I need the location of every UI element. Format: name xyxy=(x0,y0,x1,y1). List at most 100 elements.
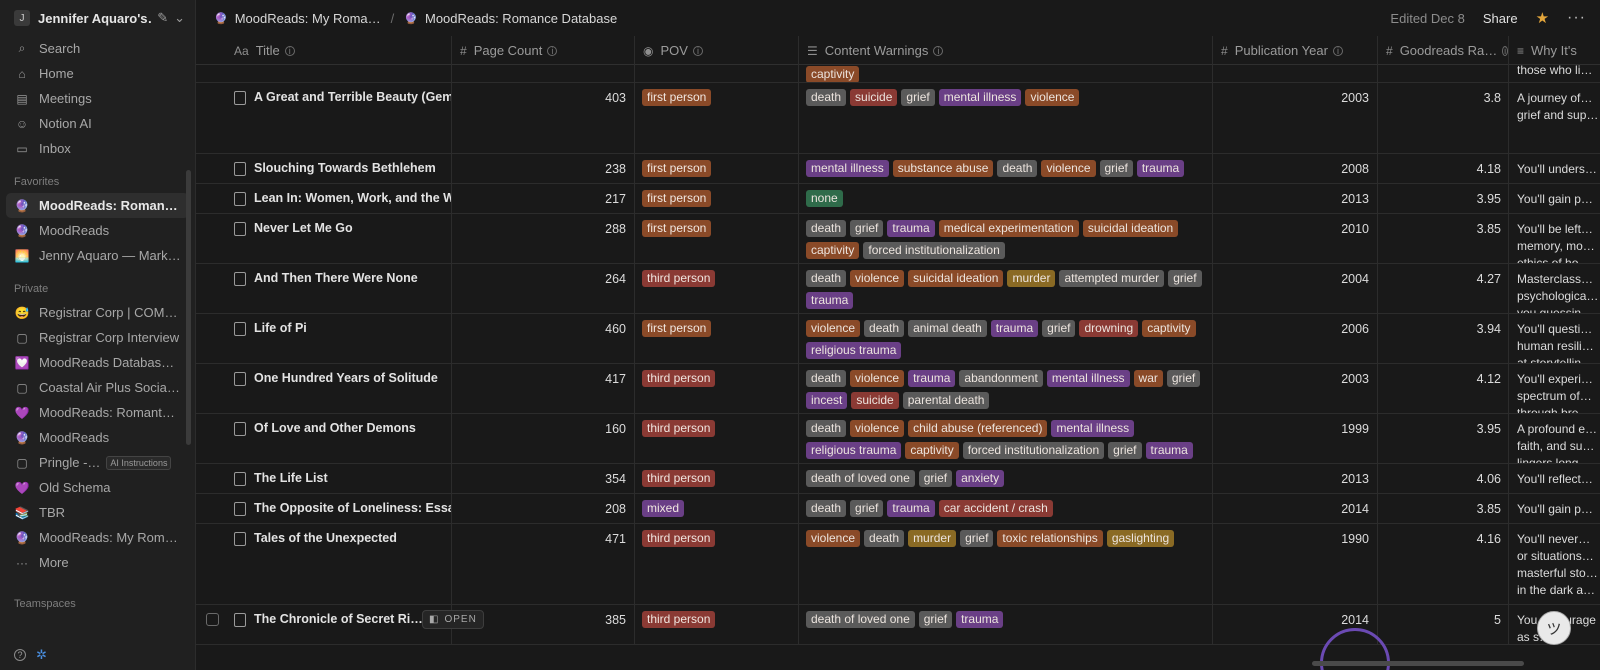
page-count-cell[interactable]: 264 xyxy=(452,264,635,313)
table-row[interactable]: One Hundred Years of Solitude 417 third pe… xyxy=(196,364,1600,414)
sidebar-item[interactable]: 🔮 MoodReads xyxy=(0,218,189,243)
why-cell[interactable]: those who li… unimaginabl… xyxy=(1517,63,1594,82)
title-cell[interactable] xyxy=(226,60,452,82)
page-count-cell[interactable]: 217 xyxy=(452,184,635,213)
table-row[interactable]: Never Let Me Go 288 first person death grief… xyxy=(196,214,1600,264)
title-cell[interactable]: And Then There Were None xyxy=(226,264,452,313)
pov-cell[interactable]: mixed xyxy=(635,494,799,523)
title-cell[interactable]: Of Love and Other Demons xyxy=(226,414,452,463)
table-row[interactable]: The Life List 354 third person death of lov… xyxy=(196,464,1600,494)
why-cell[interactable]: You'll reflect… xyxy=(1517,472,1593,486)
favorite-star-icon[interactable]: ★ xyxy=(1535,10,1550,27)
goodreads-rating-cell[interactable]: 3.95 xyxy=(1378,184,1509,213)
publication-year-cell[interactable]: 2004 xyxy=(1213,264,1378,313)
pov-cell[interactable]: third person xyxy=(635,524,799,604)
info-icon[interactable]: i xyxy=(933,45,944,56)
publication-year-cell[interactable]: 2014 xyxy=(1213,605,1378,644)
page-count-cell[interactable]: 354 xyxy=(452,464,635,493)
sidebar-item[interactable]: 💜 MoodReads: Romantasy xyxy=(0,400,189,425)
pov-cell[interactable]: first person xyxy=(635,154,799,183)
why-cell[interactable]: You'll questi… human resili… at storytel… xyxy=(1517,322,1594,363)
publication-year-cell[interactable]: 2003 xyxy=(1213,364,1378,413)
goodreads-rating-cell[interactable]: 4.18 xyxy=(1378,154,1509,183)
publication-year-cell[interactable]: 2013 xyxy=(1213,464,1378,493)
publication-year-cell[interactable]: 2006 xyxy=(1213,314,1378,363)
why-cell[interactable]: You'll be left… memory, mo… ethics of ho… xyxy=(1517,222,1595,263)
goodreads-rating-cell[interactable]: 4.12 xyxy=(1378,364,1509,413)
sidebar-item[interactable]: ▢ Pringle -… AI Instructions xyxy=(0,450,189,475)
column-header[interactable]: ◉ POV i xyxy=(635,36,799,65)
page-count-cell[interactable]: 471 xyxy=(452,524,635,604)
content-warnings-cell[interactable]: death of loved one grief trauma xyxy=(799,605,1213,644)
content-warnings-cell[interactable]: violence death animal death trauma grief drow… xyxy=(799,314,1213,363)
title-cell[interactable]: The Chronicle of Secret Ri… ◧ OPEN xyxy=(226,605,484,644)
goodreads-rating-cell[interactable]: 3.85 xyxy=(1378,214,1509,263)
goodreads-rating-cell[interactable]: 5 xyxy=(1378,605,1509,644)
content-warnings-cell[interactable]: death violence suicidal ideation murder atte… xyxy=(799,264,1213,313)
page-count-cell[interactable]: 208 xyxy=(452,494,635,523)
table-row[interactable]: And Then There Were None 264 third person d… xyxy=(196,264,1600,314)
content-warnings-cell[interactable]: captivity xyxy=(799,60,1213,82)
title-cell[interactable]: A Great and Terrible Beauty (Gemma Doyle… xyxy=(226,83,452,153)
page-count-cell[interactable]: 288 xyxy=(452,214,635,263)
more-options-icon[interactable]: ··· xyxy=(1567,9,1586,26)
title-cell[interactable]: Life of Pi xyxy=(226,314,452,363)
publication-year-cell[interactable]: 1990 xyxy=(1213,524,1378,604)
pov-cell[interactable]: first person xyxy=(635,314,799,363)
sidebar-item[interactable]: 😅 Registrar Corp | COMPLIANCE xyxy=(0,300,189,325)
why-cell[interactable]: You'll never… or situations… masterful s… xyxy=(1517,532,1598,597)
new-page-icon[interactable]: ✎ xyxy=(157,10,169,25)
goodreads-rating-cell[interactable] xyxy=(1378,60,1509,82)
info-icon[interactable]: i xyxy=(284,45,295,56)
why-cell[interactable]: You'll experi… spectrum of… through bre… xyxy=(1517,372,1593,413)
publication-year-cell[interactable]: 2003 xyxy=(1213,83,1378,153)
table-row[interactable]: Lean In: Women, Work, and the Will to Le… xyxy=(196,184,1600,214)
column-header[interactable]: ≡ Why It's xyxy=(1509,36,1600,65)
title-cell[interactable]: Never Let Me Go xyxy=(226,214,452,263)
sidebar-item[interactable]: ▭ Inbox xyxy=(0,136,189,161)
info-icon[interactable]: i xyxy=(547,45,558,56)
goodreads-rating-cell[interactable]: 4.27 xyxy=(1378,264,1509,313)
column-header[interactable]: # Goodreads Ra… i xyxy=(1378,36,1509,65)
page-count-cell[interactable]: 385 xyxy=(452,605,635,644)
publication-year-cell[interactable] xyxy=(1213,60,1378,82)
sidebar-item[interactable]: 💜 Old Schema xyxy=(0,475,189,500)
publication-year-cell[interactable]: 2008 xyxy=(1213,154,1378,183)
content-warnings-cell[interactable]: death violence trauma abandonment mental ill… xyxy=(799,364,1213,413)
table-row[interactable]: Of Love and Other Demons 160 third person d… xyxy=(196,414,1600,464)
pov-cell[interactable]: third person xyxy=(635,414,799,463)
column-header[interactable]: ☰ Content Warnings i xyxy=(799,36,1213,65)
horizontal-scrollbar[interactable] xyxy=(1312,661,1524,666)
why-cell[interactable]: You'll gain p… xyxy=(1517,502,1593,516)
page-count-cell[interactable]: 238 xyxy=(452,154,635,183)
content-warnings-cell[interactable]: death grief trauma car accident / crash xyxy=(799,494,1213,523)
publication-year-cell[interactable]: 1999 xyxy=(1213,414,1378,463)
column-header[interactable]: # Publication Year i xyxy=(1213,36,1378,65)
why-cell[interactable]: A profound e… faith, and su… lingers lon… xyxy=(1517,422,1598,463)
why-cell[interactable]: A journey of… grief and sup… xyxy=(1517,91,1599,122)
page-count-cell[interactable]: 403 xyxy=(452,83,635,153)
content-warnings-cell[interactable]: none xyxy=(799,184,1213,213)
pov-cell[interactable]: first person xyxy=(635,184,799,213)
sidebar-item[interactable]: ⌕ Search xyxy=(0,36,189,61)
table-row[interactable]: The Chronicle of Secret Ri… ◧ OPEN 385 third… xyxy=(196,605,1600,645)
content-warnings-cell[interactable]: mental illness substance abuse death violen… xyxy=(799,154,1213,183)
breadcrumb-item-current[interactable]: 🔮 MoodReads: Romance Database xyxy=(404,11,617,26)
pov-cell[interactable]: third person xyxy=(635,364,799,413)
sidebar-item[interactable]: ▢ Coastal Air Plus Social Media xyxy=(0,375,189,400)
title-cell[interactable]: One Hundred Years of Solitude xyxy=(226,364,452,413)
table-row[interactable]: A Great and Terrible Beauty (Gemma Doyle… xyxy=(196,83,1600,154)
table-row[interactable]: Life of Pi 460 first person violence death an… xyxy=(196,314,1600,364)
sidebar-item[interactable]: ▢ Registrar Corp Interview xyxy=(0,325,189,350)
open-row-button[interactable]: ◧ OPEN xyxy=(422,610,484,629)
sidebar-item[interactable]: 📚 TBR xyxy=(0,500,189,525)
page-count-cell[interactable] xyxy=(452,60,635,82)
publication-year-cell[interactable]: 2013 xyxy=(1213,184,1378,213)
assistant-avatar-button[interactable]: ツ xyxy=(1537,611,1571,645)
why-cell[interactable]: Masterclass… psychologica… you guessin… xyxy=(1517,272,1599,313)
title-cell[interactable]: The Life List xyxy=(226,464,452,493)
table-row[interactable]: Slouching Towards Bethlehem 238 first pers… xyxy=(196,154,1600,184)
breadcrumb-item-parent[interactable]: 🔮 MoodReads: My Roma… xyxy=(214,11,381,26)
column-header[interactable]: # Page Count i xyxy=(452,36,635,65)
table-row[interactable]: The Opposite of Loneliness: Essays and S… xyxy=(196,494,1600,524)
